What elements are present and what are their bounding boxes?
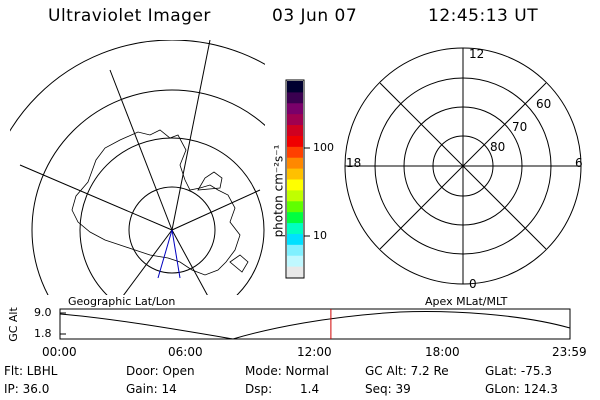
filter-status: Flt: LBHL <box>4 364 58 378</box>
meridian-line <box>109 69 173 231</box>
gc-alt-status: GC Alt: 7.2 Re <box>365 364 449 378</box>
colorbar-band <box>287 113 303 126</box>
altitude-ytick-label: 1.8 <box>34 327 52 340</box>
meridian-line <box>123 229 173 295</box>
meridian-line <box>171 40 211 231</box>
colorbar-band <box>287 255 303 267</box>
colorbar-band <box>287 91 303 104</box>
mlat-label: 60 <box>536 97 552 111</box>
coastline <box>197 171 223 191</box>
geographic-map-label: Geographic Lat/Lon <box>68 295 176 308</box>
orbit-track <box>171 229 181 279</box>
mlat-label: 80 <box>490 140 506 154</box>
colorbar-tick-label: 10 <box>313 229 327 242</box>
seq-status: Seq: 39 <box>365 382 411 396</box>
dsp-label: Dsp: <box>245 382 273 396</box>
lat-circle <box>79 137 265 295</box>
mlat-label: 70 <box>512 120 528 134</box>
dsp-value: 1.4 <box>300 382 320 396</box>
altitude-plot <box>59 308 571 340</box>
colorbar-band <box>287 124 303 136</box>
altitude-ylabel: GC Alt <box>6 307 20 342</box>
door-status: Door: Open <box>126 364 195 378</box>
altitude-xtick-label: 23:59 <box>552 345 587 359</box>
time-label: 12:45:13 UT <box>428 6 539 26</box>
meridian-line <box>19 164 173 231</box>
gain-status: Gain: 14 <box>126 382 177 396</box>
coastline <box>229 254 249 273</box>
altitude-xtick-label: 18:00 <box>425 345 460 359</box>
orbit-track <box>157 229 173 279</box>
altitude-ytick-label: 9.0 <box>34 306 52 319</box>
colorbar-band <box>287 244 303 256</box>
colorbar-band <box>287 266 303 278</box>
colorbar-band <box>287 157 303 169</box>
meridian-line <box>171 229 208 295</box>
colorbar-band <box>287 179 303 191</box>
colorbar-band <box>287 146 303 158</box>
colorbar-band <box>287 102 303 115</box>
colorbar-tick-label: 100 <box>313 141 334 154</box>
lat-circle <box>128 186 216 274</box>
colorbar-band <box>287 189 303 202</box>
altitude-xtick-label: 12:00 <box>297 345 332 359</box>
mlt-label-right: 6 <box>575 156 583 170</box>
colorbar-band <box>287 81 303 93</box>
apex-map-label: Apex MLat/MLT <box>425 295 508 308</box>
colorbar-unit-label: photon cm⁻²s⁻¹ <box>271 144 286 238</box>
mlt-label-top: 12 <box>469 47 485 61</box>
colorbar-band <box>287 168 303 180</box>
instrument-title: Ultraviolet Imager <box>48 6 211 26</box>
colorbar-band <box>287 222 303 234</box>
colorbar-frame <box>285 79 305 279</box>
mlt-line <box>379 82 547 250</box>
coastline <box>71 129 241 276</box>
altitude-plot-frame <box>59 308 571 340</box>
geographic-map <box>10 40 265 295</box>
altitude-xtick-label: 00:00 <box>42 345 77 359</box>
mode-status: Mode: Normal <box>245 364 329 378</box>
apex-polar-plot <box>344 47 582 285</box>
meridian-line <box>171 189 261 231</box>
glon-status: GLon: 124.3 <box>485 382 558 396</box>
colorbar-band <box>287 233 303 245</box>
ip-status: IP: 36.0 <box>4 382 50 396</box>
mlt-label-bottom: 0 <box>469 277 477 291</box>
altitude-curve <box>59 311 571 340</box>
colorbar <box>285 79 310 279</box>
glat-status: GLat: -75.3 <box>485 364 552 378</box>
colorbar-band <box>287 200 303 213</box>
date-label: 03 Jun 07 <box>272 6 358 26</box>
altitude-xtick-label: 06:00 <box>168 345 203 359</box>
mlt-label-left: 18 <box>346 156 362 170</box>
colorbar-band <box>287 211 303 224</box>
colorbar-band <box>287 135 303 147</box>
lat-circle <box>31 89 265 295</box>
